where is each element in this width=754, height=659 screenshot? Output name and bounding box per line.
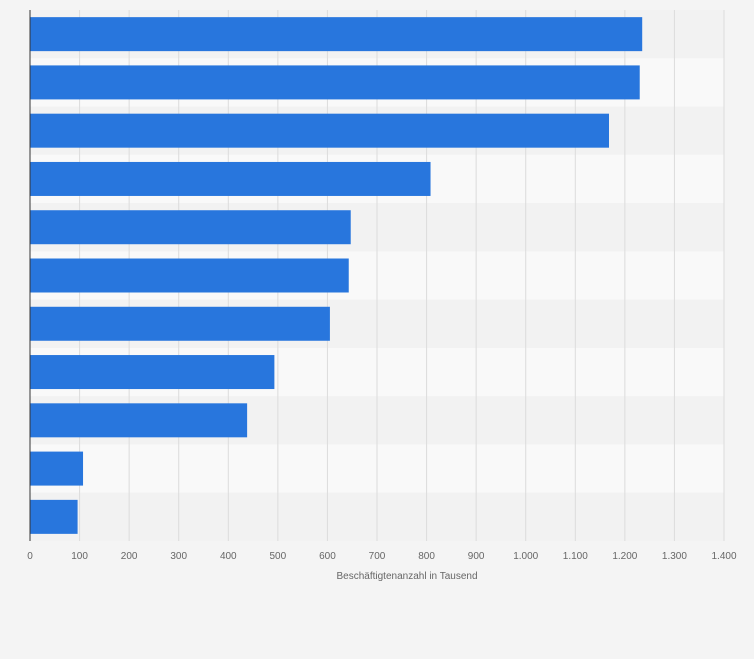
bar[interactable] bbox=[30, 210, 351, 245]
x-tick-label: 200 bbox=[121, 551, 138, 562]
bar[interactable] bbox=[30, 355, 275, 390]
x-tick-label: 1.100 bbox=[563, 551, 588, 562]
x-tick-label: 800 bbox=[418, 551, 435, 562]
x-tick-label: 400 bbox=[220, 551, 237, 562]
x-tick-label: 1.200 bbox=[612, 551, 637, 562]
x-tick-label: 100 bbox=[71, 551, 88, 562]
bar[interactable] bbox=[30, 161, 431, 196]
x-tick-label: 1.000 bbox=[513, 551, 538, 562]
bar[interactable] bbox=[30, 451, 84, 486]
bar[interactable] bbox=[30, 17, 643, 52]
bar[interactable] bbox=[30, 499, 78, 534]
bar[interactable] bbox=[30, 306, 330, 341]
x-tick-label: 700 bbox=[369, 551, 386, 562]
x-tick-label: 1.300 bbox=[662, 551, 687, 562]
x-tick-label: 1.400 bbox=[711, 551, 736, 562]
x-tick-label: 0 bbox=[27, 551, 33, 562]
x-axis-title: Beschäftigtenanzahl in Tausend bbox=[336, 571, 477, 582]
bar[interactable] bbox=[30, 113, 609, 148]
x-tick-label: 900 bbox=[468, 551, 485, 562]
x-tick-label: 600 bbox=[319, 551, 336, 562]
bar[interactable] bbox=[30, 258, 349, 293]
bar[interactable] bbox=[30, 403, 248, 438]
x-axis-ticks: 0 100 200 300 400 500 600 700 800 900 1.000 1.100 1.… bbox=[27, 551, 737, 562]
bars bbox=[30, 17, 643, 534]
bar[interactable] bbox=[30, 65, 640, 100]
x-tick-label: 500 bbox=[270, 551, 287, 562]
x-tick-label: 300 bbox=[170, 551, 187, 562]
